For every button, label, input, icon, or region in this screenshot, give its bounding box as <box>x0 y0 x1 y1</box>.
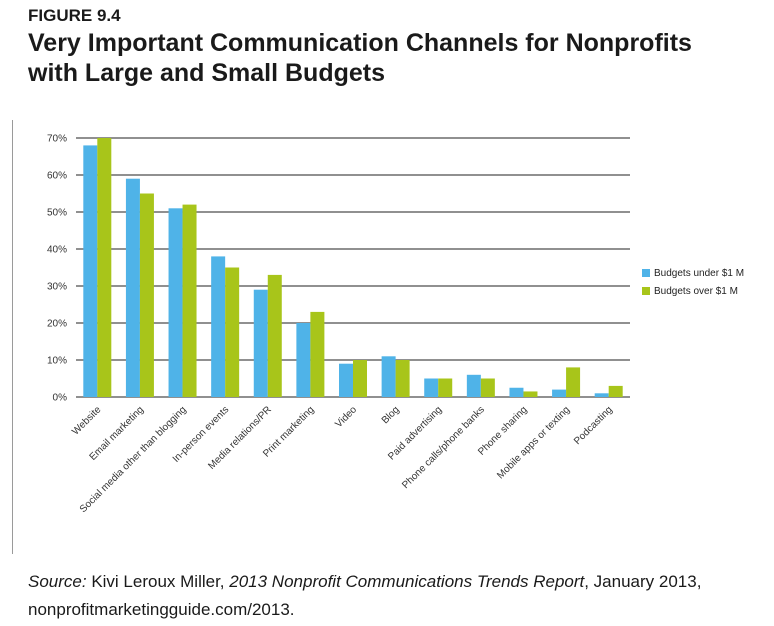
chart-title-line-1: Very Important Communication Channels fo… <box>28 29 692 57</box>
bar-under-1m <box>509 387 524 397</box>
bar-under-1m <box>83 145 98 397</box>
bar-over-1m <box>97 138 112 397</box>
x-category-label: Mobile apps or texting <box>495 404 572 481</box>
y-tick-label: 20% <box>47 319 67 330</box>
bar-under-1m <box>552 389 567 397</box>
x-category-label: Blog <box>380 404 402 426</box>
bar-over-1m <box>438 378 453 397</box>
bar-over-1m <box>566 367 581 397</box>
bar-over-1m <box>310 311 325 397</box>
y-tick-label: 0% <box>53 393 68 404</box>
figure-label: FIGURE 9.4 <box>28 6 121 25</box>
source-author: Kivi Leroux Miller, <box>86 572 230 591</box>
bar-under-1m <box>381 356 396 397</box>
bar-under-1m <box>211 256 226 397</box>
source-note: Source: Kivi Leroux Miller, 2013 Nonprof… <box>28 568 774 624</box>
bar-over-1m <box>480 378 495 397</box>
bar-under-1m <box>125 178 140 397</box>
left-rule <box>12 120 13 554</box>
bar-over-1m <box>182 204 197 397</box>
bar-over-1m <box>353 360 367 397</box>
x-category-label: Website <box>70 404 104 438</box>
y-tick-label: 70% <box>47 134 67 145</box>
bar-over-1m <box>523 391 538 397</box>
legend-label: Budgets over $1 M <box>654 286 738 297</box>
bar-over-1m <box>225 267 240 397</box>
bar-under-1m <box>466 374 481 397</box>
legend-label: Budgets under $1 M <box>654 268 744 279</box>
y-tick-label: 60% <box>47 171 67 182</box>
legend-swatch <box>642 269 650 277</box>
bar-under-1m <box>594 393 609 397</box>
bar-under-1m <box>424 378 439 397</box>
bar-over-1m <box>139 193 154 397</box>
y-tick-label: 50% <box>47 208 67 219</box>
x-category-label: Podcasting <box>572 404 615 447</box>
bar-over-1m <box>608 385 623 397</box>
bar-under-1m <box>339 363 353 397</box>
source-lead: Source: <box>28 572 87 591</box>
bar-under-1m <box>253 289 268 397</box>
chart-title-line-2: with Large and Small Budgets <box>28 59 385 87</box>
source-rest: , January 2013, nonprofitmarketingguide.… <box>28 572 702 619</box>
legend-swatch <box>642 287 650 295</box>
chart-title: Very Important Communication Channels fo… <box>28 28 768 88</box>
bar-over-1m <box>267 274 282 397</box>
y-tick-label: 10% <box>47 356 67 367</box>
x-category-label: Video <box>333 404 359 430</box>
x-category-label: Phone calls/phone banks <box>400 404 487 491</box>
source-report: 2013 Nonprofit Communications Trends Rep… <box>229 572 585 591</box>
bar-over-1m <box>395 360 410 397</box>
y-tick-label: 30% <box>47 282 67 293</box>
bar-under-1m <box>168 208 183 397</box>
bar-under-1m <box>296 323 311 397</box>
y-tick-label: 40% <box>47 245 67 256</box>
